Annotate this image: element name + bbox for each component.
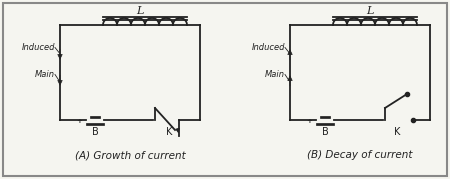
FancyBboxPatch shape (3, 3, 447, 176)
Text: K: K (166, 127, 172, 137)
Text: Main: Main (35, 70, 55, 79)
Text: B: B (322, 127, 328, 137)
Text: Induced: Induced (22, 43, 55, 52)
Text: Main: Main (265, 70, 285, 79)
Text: B: B (92, 127, 99, 137)
Text: K: K (394, 127, 400, 137)
Text: (A) Growth of current: (A) Growth of current (75, 150, 185, 160)
Text: L: L (136, 6, 144, 16)
Text: L: L (366, 6, 373, 16)
Text: (B) Decay of current: (B) Decay of current (307, 150, 413, 160)
Text: +: + (306, 118, 312, 124)
Text: Induced: Induced (252, 43, 285, 52)
Text: +: + (76, 118, 82, 124)
